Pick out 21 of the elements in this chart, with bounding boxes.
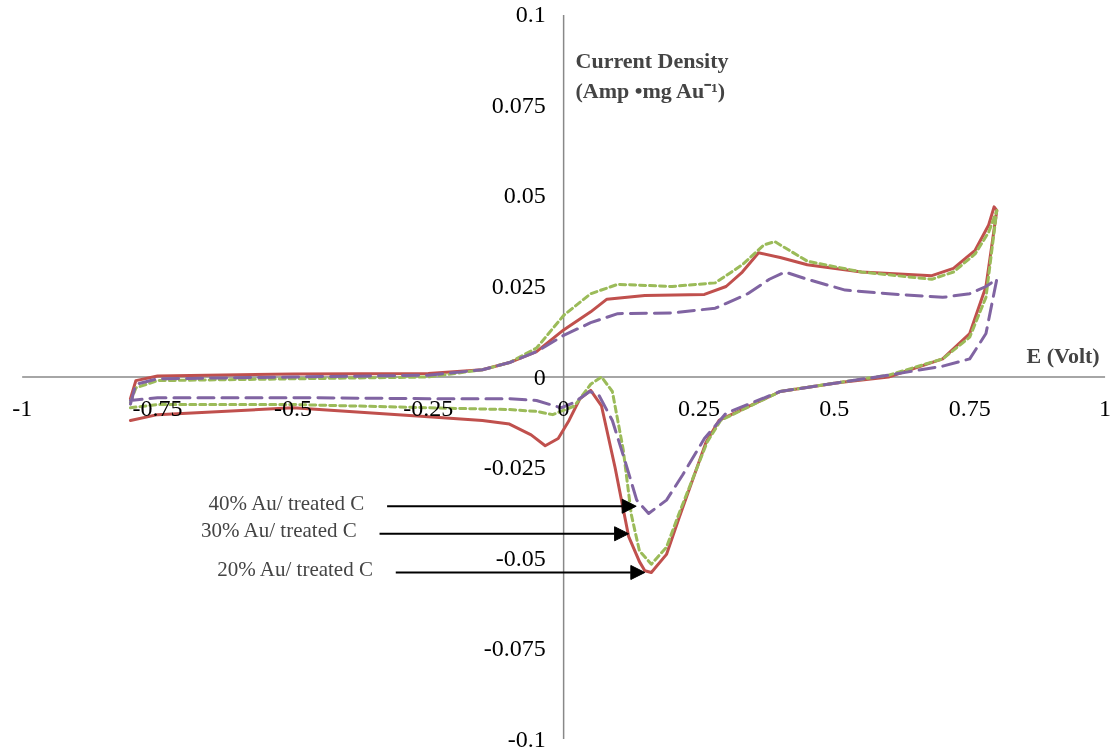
x-tick-label: 0.5 [819, 395, 850, 422]
y-tick-label: -0.05 [495, 544, 546, 571]
x-tick-label: -1 [12, 395, 33, 422]
annotation: 20% Au/ treated C [217, 556, 373, 581]
y-tick-label: 0.025 [491, 273, 546, 299]
y-tick-label: 0.075 [491, 91, 546, 118]
line-series [128, 270, 999, 515]
y-tick-label: 0 [533, 363, 546, 390]
y-tick-label: -0.1 [507, 725, 546, 752]
x-tick-label: 0.75 [948, 395, 991, 422]
x-tick-label: 0.25 [677, 395, 720, 422]
x-tick-label: 0 [557, 395, 570, 422]
y-tick-label: 0.05 [503, 182, 546, 209]
x-axis-title: E (Volt) [1026, 342, 1100, 368]
y-tick-label: 0.1 [515, 1, 546, 28]
x-tick-label: 1 [1099, 395, 1110, 422]
annotation: 30% Au/ treated C [200, 518, 357, 543]
annotation: 40% Au/ treated C [208, 490, 365, 515]
y-tick-label: -0.075 [483, 635, 546, 662]
y-axis-title: Current Density (Amp •mg Au⁻¹) [575, 47, 729, 103]
y-tick-label: -0.025 [483, 454, 546, 480]
